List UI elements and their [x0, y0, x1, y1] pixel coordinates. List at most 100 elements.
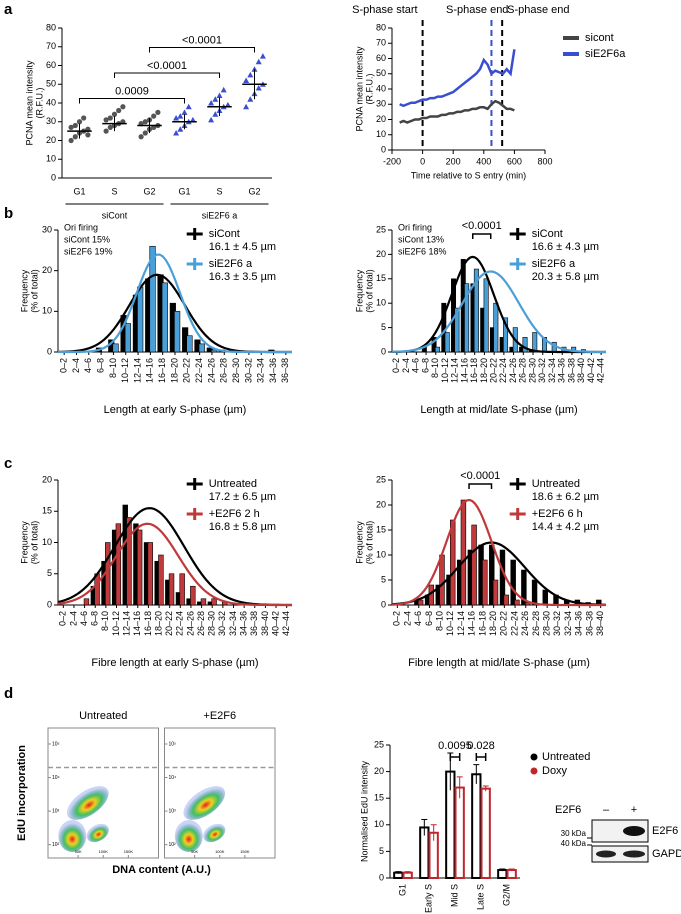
data-point	[72, 122, 78, 129]
data-point	[173, 130, 180, 136]
legend-stat: 17.2 ± 6.5 µm	[209, 491, 276, 503]
bar	[136, 529, 143, 606]
annotation: Ori firing	[398, 222, 432, 232]
bar	[483, 278, 489, 353]
data-point	[72, 134, 78, 140]
bracket	[471, 233, 492, 239]
x-tick-label: 2–4	[401, 358, 411, 373]
x-tick-label: 18–20	[479, 358, 489, 383]
bar	[211, 349, 218, 353]
x-tick-label: 32–34	[563, 611, 573, 636]
x-tick-label: 30–32	[217, 611, 227, 636]
y-axis-label: (R.F.U.)	[364, 74, 374, 105]
x-tick-label: 8–10	[100, 611, 110, 631]
fit-curve	[391, 255, 606, 354]
bar	[482, 559, 488, 606]
y-tick-label: 25	[376, 224, 386, 234]
y-tick-label: 0	[381, 346, 386, 356]
error-bar	[508, 868, 515, 872]
bar	[147, 542, 153, 606]
x-tick-label: 28–30	[542, 611, 552, 636]
y-tick-label: 5	[379, 846, 384, 856]
y-tick-label: 80	[46, 22, 56, 32]
reference-label: S-phase end	[446, 4, 508, 16]
y-tick-label: 50	[376, 68, 386, 78]
cell-cloud	[66, 786, 109, 820]
bar	[417, 599, 424, 606]
panel-label: c	[4, 455, 12, 472]
cell-cloud	[203, 823, 226, 843]
x-tick-label: G2/M	[501, 884, 511, 906]
bar	[521, 569, 527, 606]
legend-swatch	[530, 767, 538, 775]
data-point	[255, 58, 262, 65]
y-tick-label: 10²	[169, 842, 177, 848]
x-tick-label: Early S	[423, 884, 433, 913]
bar	[450, 519, 456, 606]
data-point	[216, 92, 223, 98]
legend-label: Untreated	[532, 478, 580, 490]
y-tick-label: 70	[376, 38, 386, 48]
legend-label: siCont	[209, 228, 240, 240]
x-tick-label: 16–18	[477, 611, 487, 636]
fit-curve	[391, 270, 607, 354]
x-tick-label: 6–8	[424, 611, 434, 626]
p-value: <0.0001	[460, 470, 500, 482]
x-tick-label: 0–2	[392, 611, 402, 626]
y-tick-label: 25	[374, 739, 384, 749]
annotation: siE2F6 18%	[398, 246, 447, 256]
x-tick-label: 4–6	[413, 611, 423, 626]
data-point	[247, 71, 254, 78]
y-tick-label: 60	[46, 60, 56, 70]
x-tick-label: Mid S	[449, 884, 459, 907]
bar	[464, 283, 470, 353]
x-tick-label: 22–24	[498, 358, 508, 383]
data-point	[103, 117, 109, 123]
error-bar	[456, 776, 463, 799]
x-tick-label: 34–36	[557, 358, 567, 383]
p-value: 0.0009	[115, 85, 149, 97]
bar	[168, 573, 175, 606]
bar	[473, 268, 479, 353]
x-tick-label: 40–42	[270, 611, 280, 636]
x-tick-label: 32–34	[228, 611, 238, 636]
bar	[174, 311, 181, 353]
group-label: siE2F6 a	[202, 210, 238, 220]
x-tick-label: S	[111, 186, 117, 196]
legend-label: Untreated	[542, 751, 590, 763]
bar	[492, 579, 499, 606]
y-axis-label: (% of total)	[29, 269, 39, 313]
data-point	[251, 66, 258, 72]
y-tick-label: 30	[46, 116, 56, 126]
data-point	[116, 107, 122, 114]
bar	[471, 773, 482, 880]
cell-cloud	[86, 823, 109, 843]
x-tick-label: 34–36	[239, 611, 249, 636]
y-tick-label: 25	[376, 474, 386, 484]
x-tick-label: 0–2	[59, 358, 69, 373]
data-point	[212, 111, 219, 117]
p-value: 0.028	[467, 740, 495, 752]
y-tick-label: 10	[376, 298, 386, 308]
x-tick-label: 36–38	[249, 611, 259, 636]
x-tick-label: 42–44	[596, 358, 606, 383]
x-axis-label: Length at mid/late S-phase (µm)	[420, 404, 577, 416]
legend-swatch	[530, 753, 538, 761]
x-axis-label: DNA content (A.U.)	[112, 864, 211, 876]
panel-label: b	[4, 205, 13, 222]
bar	[522, 337, 528, 353]
x-tick-label: 28–30	[527, 358, 537, 383]
x-tick-label: 36–38	[280, 358, 290, 383]
y-tick-label: 0	[381, 144, 386, 154]
y-tick-label: 20	[42, 474, 52, 484]
y-tick-label: 50	[46, 79, 56, 89]
fit-curve	[391, 541, 607, 606]
data-point	[142, 119, 148, 125]
reference-label: S-phase start	[352, 4, 417, 16]
bar	[454, 786, 465, 879]
data-point	[208, 100, 215, 106]
x-tick-label: 6–8	[420, 358, 430, 373]
y-tick-label: 10	[376, 129, 386, 139]
y-tick-label: 10²	[52, 842, 60, 848]
plot-title: Untreated	[79, 710, 127, 722]
